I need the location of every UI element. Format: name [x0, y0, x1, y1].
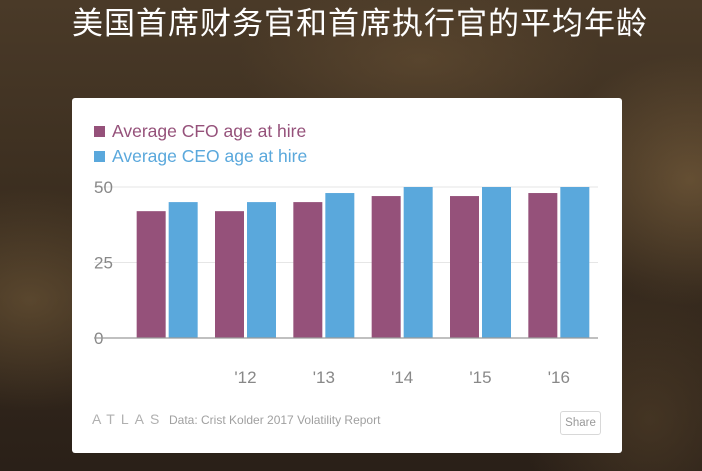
bar-cfo: [136, 211, 166, 338]
bar-cfo: [215, 211, 244, 338]
bar-ceo: [560, 187, 590, 338]
y-tick-label: 50: [94, 178, 113, 197]
atlas-logo: ATLAS: [92, 411, 166, 427]
chart-card: Average CFO age at hire Average CEO age …: [72, 98, 622, 453]
share-button[interactable]: Share: [560, 411, 601, 435]
bar-cfo: [528, 193, 558, 338]
x-tick-label: '14: [391, 368, 413, 387]
bar-cfo: [293, 202, 323, 338]
y-tick-label: 25: [94, 254, 113, 273]
chart-legend: Average CFO age at hire Average CEO age …: [94, 119, 307, 169]
bar-ceo: [247, 202, 276, 338]
bar-ceo: [482, 187, 511, 338]
x-tick-label: '12: [234, 368, 256, 387]
legend-swatch-ceo: [94, 151, 105, 162]
bar-ceo: [325, 193, 355, 338]
bar-cfo: [371, 196, 401, 338]
bar-ceo: [403, 187, 433, 338]
page-title: 美国首席财务官和首席执行官的平均年龄: [72, 6, 648, 42]
bar-cfo: [450, 196, 479, 338]
x-tick-label: '13: [313, 368, 335, 387]
legend-label-ceo: Average CEO age at hire: [112, 146, 308, 166]
data-source: Data: Crist Kolder 2017 Volatility Repor…: [169, 413, 381, 427]
x-tick-label: '15: [469, 368, 491, 387]
x-tick-label: '16: [548, 368, 570, 387]
bar-ceo: [168, 202, 198, 338]
legend-swatch-cfo: [94, 126, 105, 137]
legend-item-ceo: Average CEO age at hire: [94, 144, 307, 169]
legend-label-cfo: Average CFO age at hire: [112, 121, 307, 141]
legend-item-cfo: Average CFO age at hire: [94, 119, 307, 144]
